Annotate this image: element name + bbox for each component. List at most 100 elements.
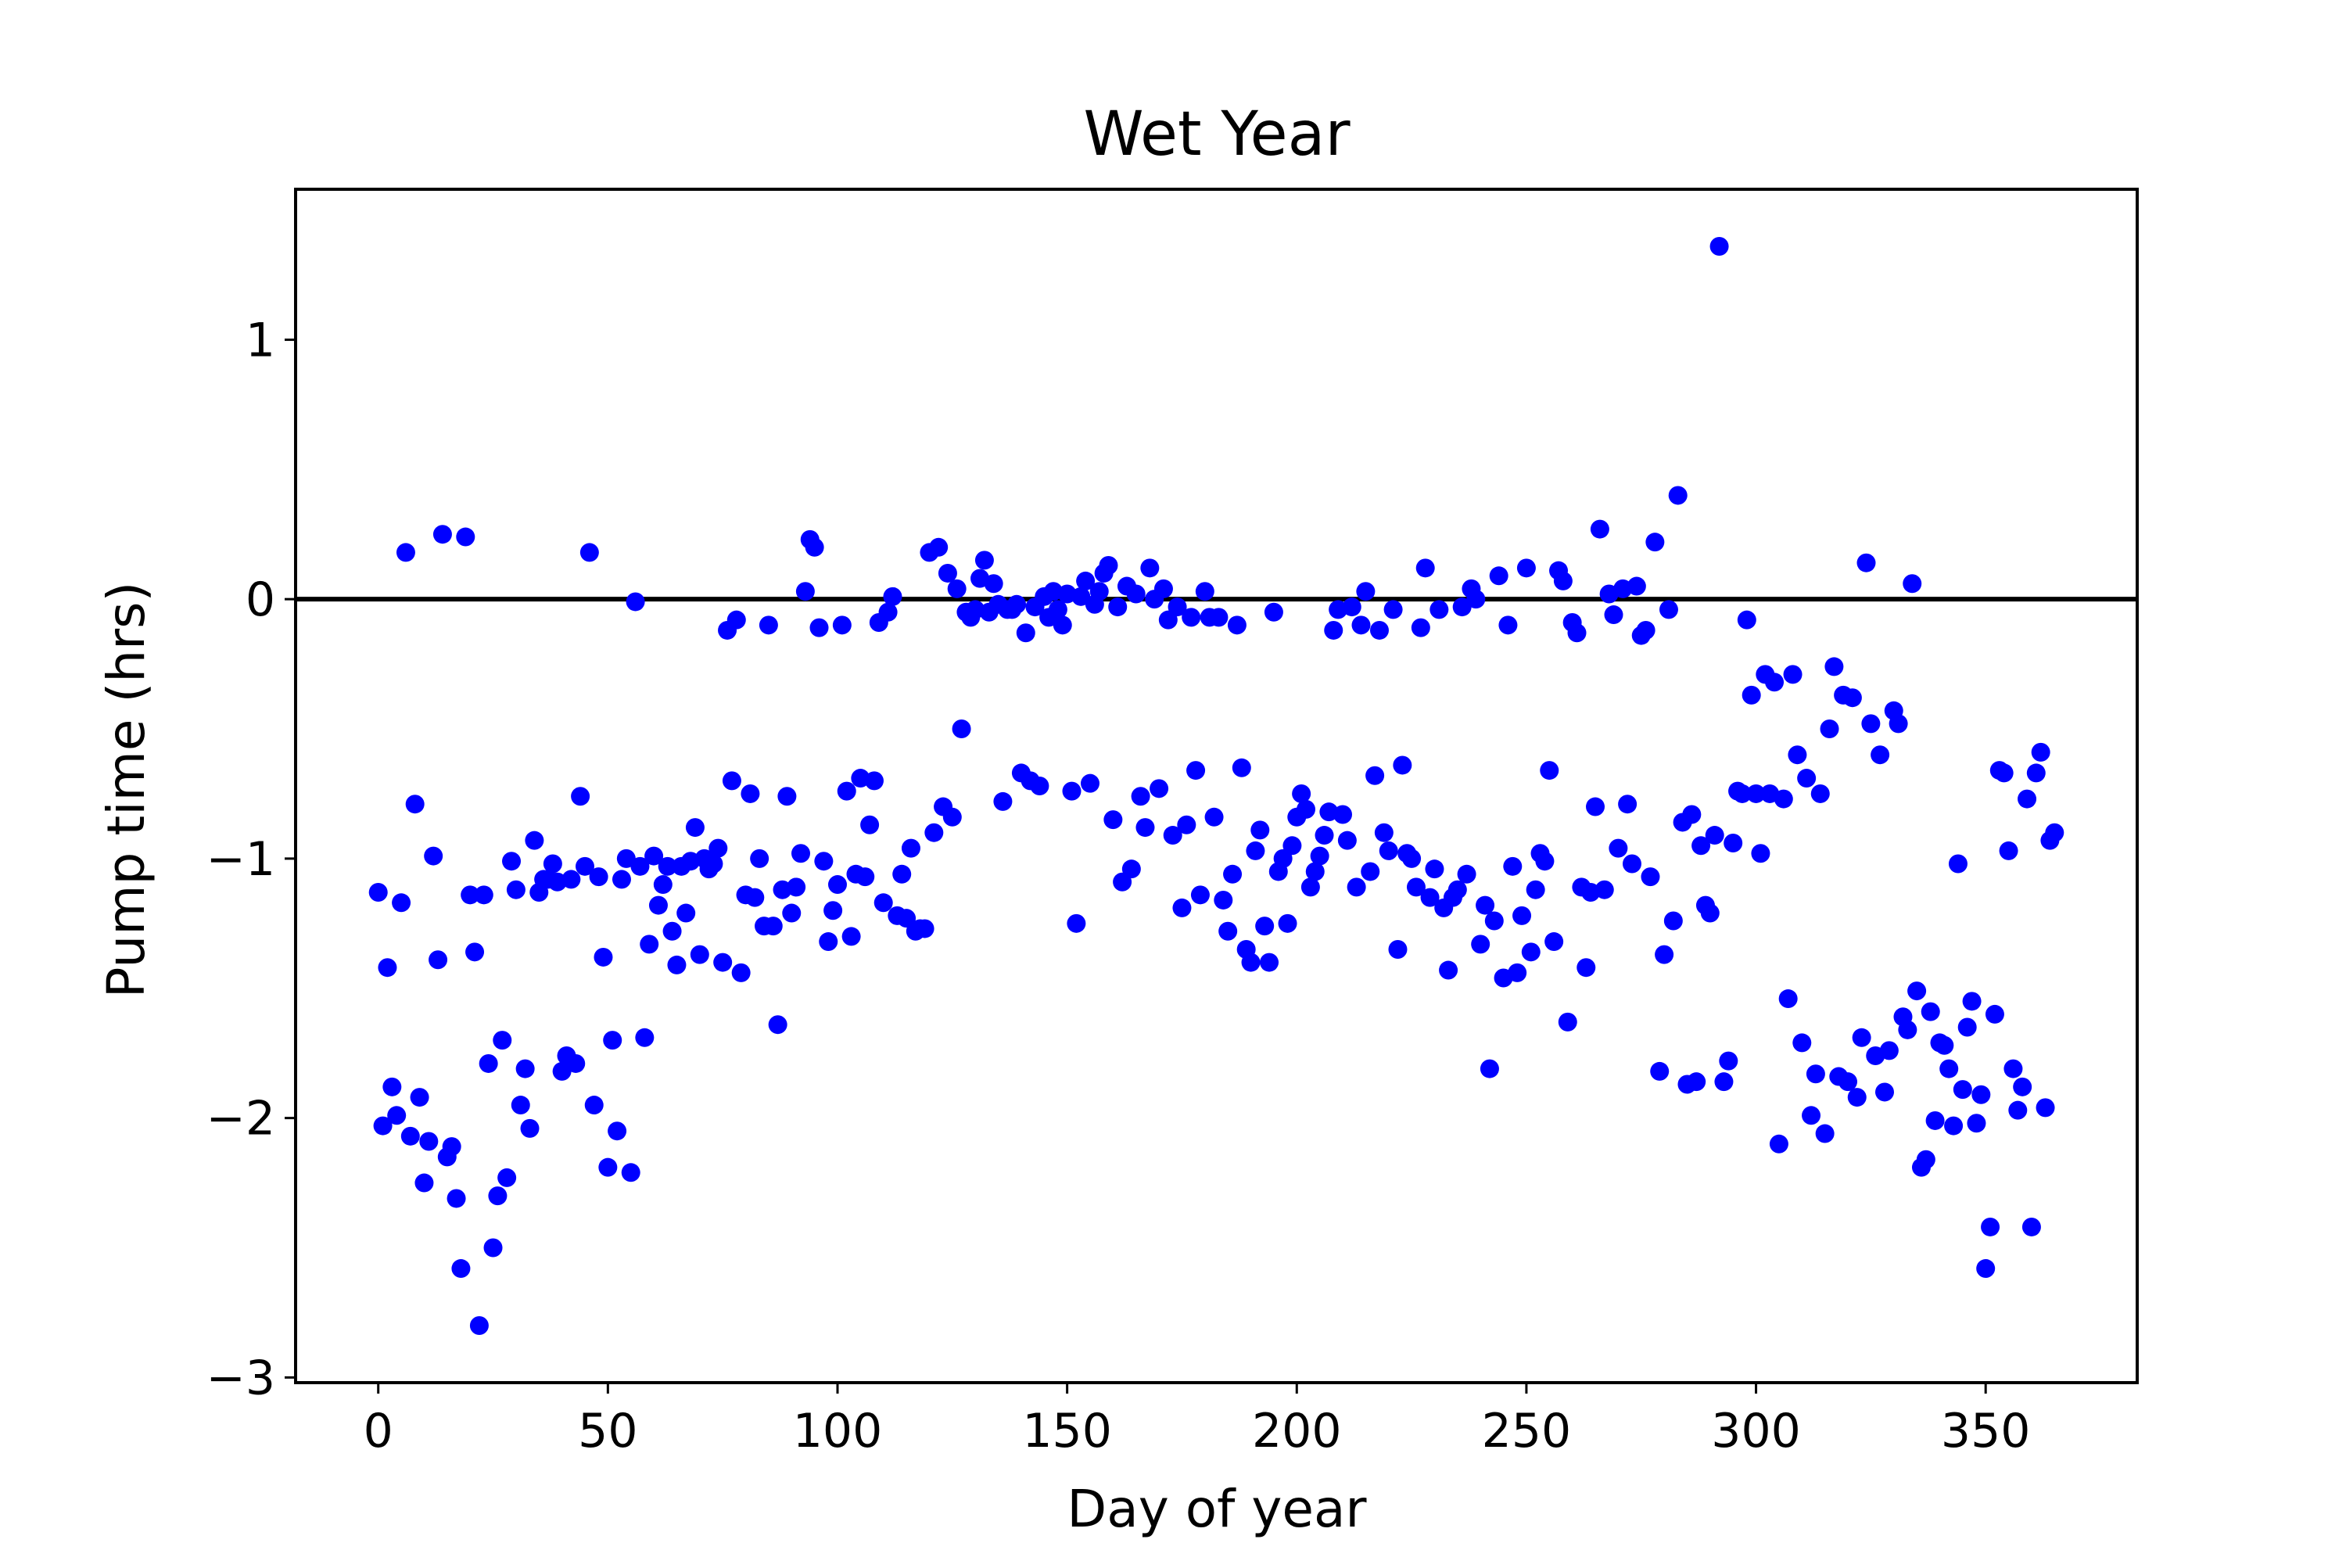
- data-point: [1540, 761, 1559, 780]
- data-point: [841, 927, 861, 946]
- data-point: [1705, 826, 1724, 845]
- y-axis-label: Pump time (hrs): [96, 582, 156, 999]
- data-point: [759, 615, 778, 635]
- data-point: [1567, 623, 1587, 643]
- data-point: [1641, 867, 1660, 887]
- data-point: [400, 1126, 420, 1146]
- data-point: [1365, 766, 1385, 785]
- data-point: [1131, 787, 1150, 806]
- data-point: [827, 875, 847, 895]
- data-point: [938, 563, 957, 583]
- data-point: [763, 917, 783, 936]
- data-point: [506, 880, 526, 899]
- data-point: [1476, 895, 1495, 915]
- data-point: [392, 893, 411, 913]
- data-point: [1429, 600, 1449, 619]
- data-point: [901, 838, 920, 858]
- data-point: [1158, 610, 1178, 630]
- data-point: [1218, 921, 1238, 941]
- data-point: [584, 1096, 604, 1115]
- data-point: [1508, 963, 1527, 982]
- data-point: [1577, 958, 1596, 978]
- data-point: [1609, 838, 1628, 858]
- data-point: [809, 618, 829, 637]
- data-point: [1765, 673, 1785, 692]
- data-point: [653, 875, 673, 895]
- data-point: [1356, 582, 1376, 601]
- data-point: [520, 1118, 540, 1138]
- data-point: [1168, 597, 1187, 617]
- data-point: [543, 854, 562, 874]
- data-point: [1305, 862, 1325, 881]
- data-point: [741, 784, 760, 803]
- data-point: [883, 587, 902, 606]
- data-point: [658, 856, 677, 876]
- data-point: [648, 895, 668, 915]
- data-point: [1048, 600, 1067, 619]
- data-point: [1751, 844, 1770, 863]
- data-point: [1227, 615, 1247, 635]
- data-point: [566, 1053, 586, 1073]
- data-point: [1315, 826, 1334, 845]
- data-point: [456, 527, 475, 547]
- data-point: [713, 953, 733, 972]
- data-point: [1071, 587, 1091, 606]
- data-point: [1852, 1028, 1871, 1047]
- data-point: [1792, 1033, 1812, 1053]
- data-point: [432, 525, 452, 544]
- data-point: [1682, 805, 1702, 824]
- data-point: [515, 1059, 535, 1078]
- data-point: [1618, 795, 1638, 814]
- data-point: [410, 1088, 429, 1107]
- data-point: [1921, 1002, 1940, 1021]
- data-point: [373, 1116, 393, 1136]
- data-point: [1333, 805, 1353, 824]
- data-point: [447, 1189, 466, 1208]
- x-tick-label: 200: [1252, 1404, 1342, 1459]
- data-point: [1255, 917, 1275, 936]
- data-point: [1724, 833, 1743, 852]
- data-point: [929, 537, 949, 557]
- data-point: [1099, 556, 1118, 576]
- data-point: [405, 795, 425, 814]
- data-point: [1374, 823, 1394, 842]
- data-point: [461, 885, 480, 905]
- data-point: [621, 1163, 640, 1182]
- data-point: [1337, 831, 1357, 850]
- data-point: [1016, 623, 1035, 643]
- data-point: [2003, 1059, 2023, 1078]
- data-point: [626, 592, 645, 612]
- data-point: [1636, 620, 1655, 640]
- data-point: [1480, 1059, 1499, 1078]
- data-point: [924, 823, 944, 842]
- data-point: [1981, 1217, 2000, 1236]
- data-point: [1209, 608, 1229, 627]
- data-point: [396, 543, 415, 562]
- y-axis-ticks: −3 −2 −1 0 1: [206, 313, 296, 1405]
- data-point: [984, 574, 1003, 594]
- data-point: [1324, 620, 1343, 640]
- data-point: [1273, 849, 1293, 868]
- data-point: [414, 1173, 434, 1193]
- data-point: [1420, 888, 1440, 907]
- data-point: [1806, 1064, 1825, 1084]
- data-point: [1415, 558, 1435, 578]
- data-point: [837, 781, 856, 801]
- data-point: [442, 1137, 461, 1157]
- data-point: [387, 1106, 407, 1125]
- data-point: [1172, 898, 1192, 917]
- data-point: [1916, 1150, 1935, 1169]
- chart-title: Wet Year: [1083, 99, 1351, 170]
- data-point: [1663, 911, 1683, 931]
- data-point: [897, 909, 917, 928]
- data-point: [635, 1028, 655, 1047]
- data-point: [1659, 600, 1678, 619]
- data-point: [1700, 903, 1720, 923]
- data-point: [993, 791, 1013, 811]
- data-point: [1925, 1111, 1945, 1130]
- data-point: [429, 950, 448, 970]
- data-point: [488, 1186, 508, 1206]
- data-point: [1655, 945, 1674, 964]
- data-point: [1668, 486, 1688, 505]
